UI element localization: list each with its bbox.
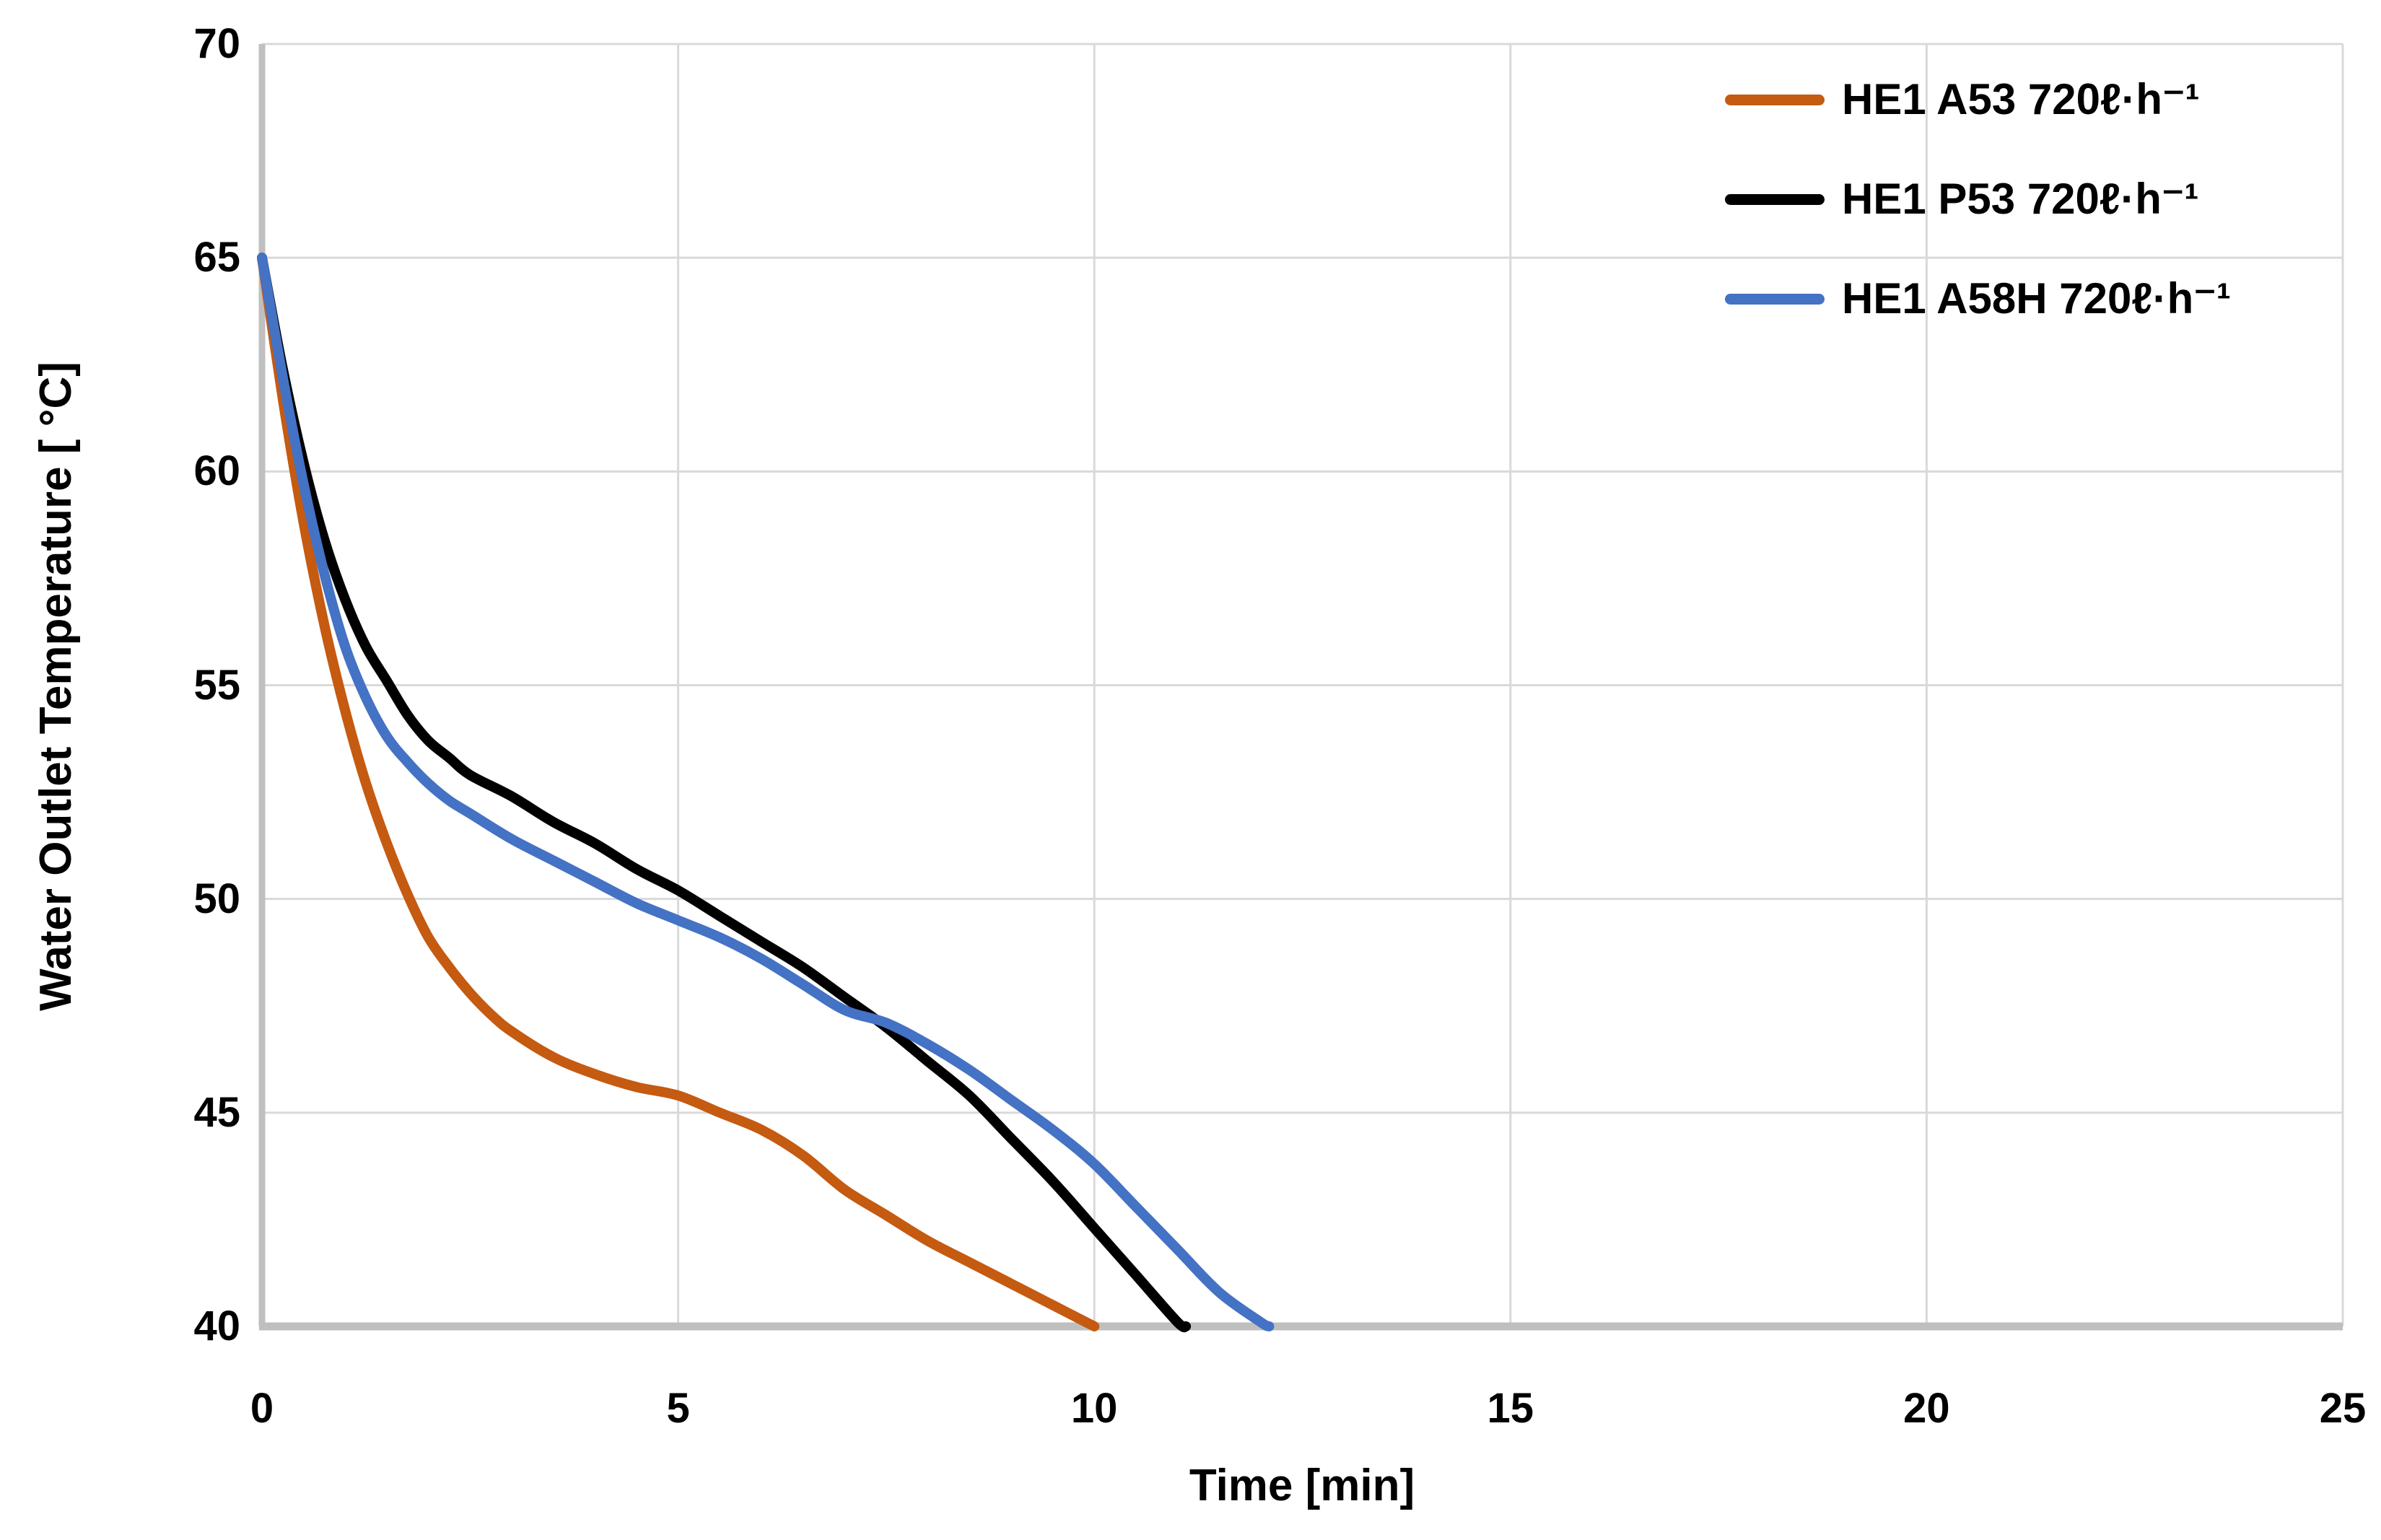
series-line-2 — [257, 253, 1275, 1331]
legend-swatch-he1-a58h — [1725, 293, 1825, 305]
legend: HE1 A53 720ℓ·h⁻¹ HE1 P53 720ℓ·h⁻¹ HE1 A5… — [1725, 69, 2231, 330]
legend-swatch-he1-p53 — [1725, 193, 1825, 205]
x-axis-title: Time [min] — [1189, 1461, 1415, 1510]
legend-item: HE1 P53 720ℓ·h⁻¹ — [1725, 168, 2231, 230]
x-tick-label: 10 — [1070, 1385, 1118, 1432]
legend-swatch-he1-a53 — [1725, 94, 1825, 105]
y-tick-label: 40 — [193, 1303, 240, 1349]
y-tick-label: 50 — [193, 875, 240, 922]
y-tick-label: 55 — [193, 661, 240, 709]
legend-label-he1-a58h: HE1 A58H 720ℓ·h⁻¹ — [1842, 274, 2231, 323]
y-tick-label: 45 — [193, 1088, 240, 1136]
x-tick-label: 5 — [666, 1385, 690, 1432]
x-tick-label: 0 — [250, 1385, 274, 1432]
y-tick-label: 70 — [193, 20, 240, 67]
series-line-1 — [257, 253, 1192, 1332]
legend-item: HE1 A58H 720ℓ·h⁻¹ — [1725, 268, 2231, 330]
y-tick-label: 65 — [193, 234, 240, 281]
legend-label-he1-p53: HE1 P53 720ℓ·h⁻¹ — [1842, 175, 2199, 223]
legend-item: HE1 A53 720ℓ·h⁻¹ — [1725, 69, 2231, 131]
series-line-0 — [257, 253, 1100, 1331]
y-tick-label: 60 — [193, 447, 240, 495]
x-tick-label: 25 — [2319, 1385, 2367, 1432]
x-tick-label: 15 — [1487, 1385, 1534, 1432]
y-axis-title: Water Outlet Temperature [ °C] — [31, 362, 81, 1011]
legend-label-he1-a53: HE1 A53 720ℓ·h⁻¹ — [1842, 75, 2200, 123]
x-tick-label: 20 — [1903, 1385, 1950, 1432]
